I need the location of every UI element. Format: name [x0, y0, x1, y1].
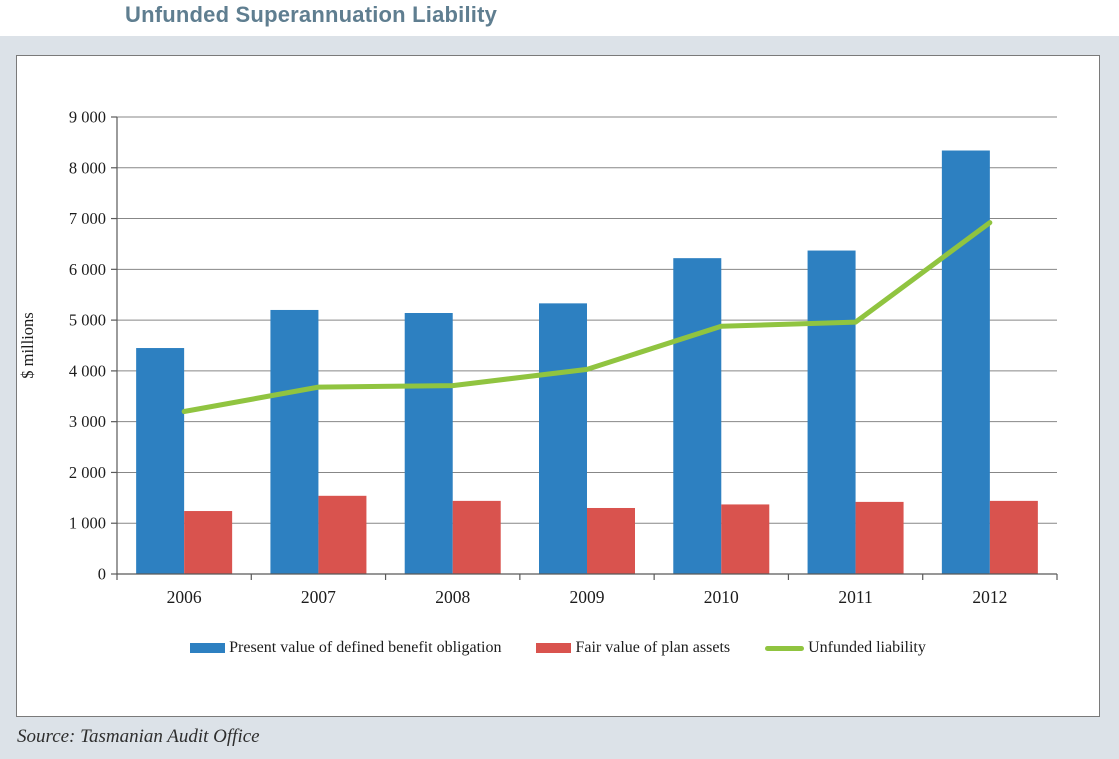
unfunded-liability-line [181, 220, 993, 415]
legend-label: Unfunded liability [808, 639, 926, 656]
y-tick-label: 4 000 [69, 361, 106, 380]
x-tick-label: 2010 [704, 587, 739, 607]
chart-legend: Present value of defined benefit obligat… [17, 639, 1099, 657]
legend-label: Fair value of plan assets [575, 639, 731, 656]
y-tick-label: 8 000 [69, 158, 106, 177]
legend-swatch-icon [765, 645, 805, 651]
source-note: Source: Tasmanian Audit Office [17, 726, 260, 747]
legend-item: Fair value of plan assets [536, 639, 730, 657]
page-title: Unfunded Superannuation Liability [125, 2, 498, 27]
y-tick-label: 0 [98, 565, 106, 584]
bar-2008 [404, 313, 453, 574]
bar-2006 [184, 511, 233, 574]
y-tick-label: 2 000 [69, 463, 106, 482]
bar-2012 [989, 500, 1038, 574]
y-tick-label: 5 000 [69, 311, 106, 330]
legend-swatch-icon [190, 643, 226, 653]
bar-2008 [452, 500, 501, 574]
x-tick-label: 2008 [435, 587, 470, 607]
y-tick-label: 1 000 [69, 514, 106, 533]
y-tick-label: 3 000 [69, 412, 106, 431]
chart-plot-area: 0 1 000 2 000 3 000 4 000 5 000 6 000 7 000 8 00… [18, 108, 1058, 607]
bar-2011 [855, 501, 904, 574]
y-tick-label: 9 000 [69, 108, 106, 127]
x-tick-label: 2009 [570, 587, 605, 607]
bar-2010 [721, 504, 770, 574]
bar-2012 [941, 150, 990, 574]
bar-2006 [136, 348, 185, 574]
bar-2009 [539, 303, 587, 574]
y-tick-label: 7 000 [69, 209, 106, 228]
legend-label: Present value of defined benefit obligat… [229, 639, 502, 656]
x-tick-label: 2012 [972, 587, 1007, 607]
legend-swatch-icon [536, 643, 572, 653]
chart-frame: 0 1 000 2 000 3 000 4 000 5 000 6 000 7 000 8 00… [16, 55, 1100, 717]
legend-item: Unfunded liability [765, 639, 926, 657]
bar-2007 [270, 309, 319, 574]
y-tick-label: 6 000 [69, 260, 106, 279]
bar-2011 [807, 250, 856, 574]
bar-2007 [318, 495, 367, 574]
y-axis-title: $ millions [18, 312, 37, 378]
x-tick-label: 2007 [301, 587, 336, 607]
legend-item: Present value of defined benefit obligat… [190, 639, 501, 657]
bar-2009 [587, 507, 635, 574]
x-tick-label: 2011 [838, 587, 872, 607]
x-tick-label: 2006 [167, 587, 202, 607]
bar-2010 [673, 258, 722, 574]
chart-panel: 0 1 000 2 000 3 000 4 000 5 000 6 000 7 000 8 00… [0, 36, 1119, 759]
